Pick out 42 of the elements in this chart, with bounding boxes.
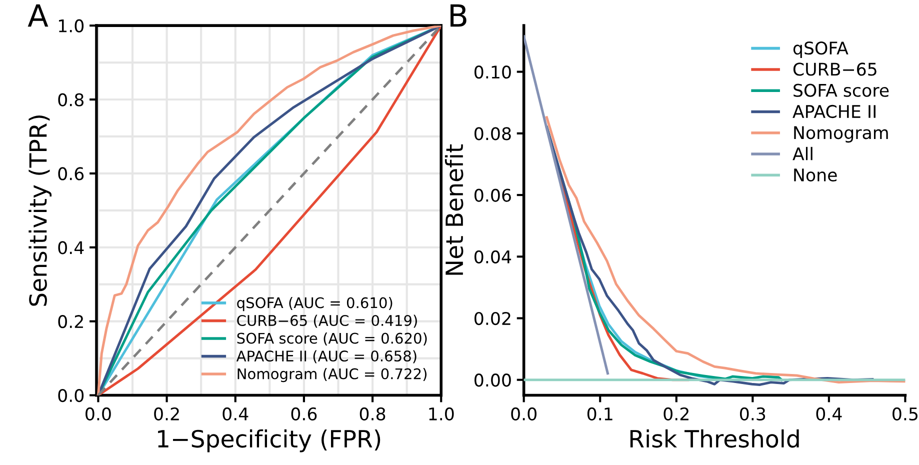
y-axis-title: Sensitivity (TPR) bbox=[28, 115, 52, 306]
legend-label: qSOFA (AUC = 0.610) bbox=[237, 296, 392, 312]
x-tick-label: 0.4 bbox=[222, 407, 248, 420]
legend-label: Nomogram (AUC = 0.722) bbox=[238, 368, 427, 382]
y-tick-label: 0.8 bbox=[58, 93, 84, 106]
legend-label: Nomogram bbox=[794, 126, 888, 143]
x-axis-title: Risk Threshold bbox=[630, 429, 799, 448]
y-tick-label: 0.6 bbox=[58, 167, 84, 180]
x-tick-label: 0.4 bbox=[816, 407, 842, 420]
text: A bbox=[28, 4, 48, 27]
x-tick-label: 0.2 bbox=[664, 407, 688, 420]
x-tick-label: 0.6 bbox=[291, 407, 317, 420]
y-tick-label: 0.2 bbox=[58, 315, 83, 328]
y-tick-label: 0.00 bbox=[474, 374, 511, 387]
y-tick-label: 0.4 bbox=[58, 241, 84, 254]
x-tick-label: 0.8 bbox=[360, 407, 386, 420]
legend-label: CURB−65 (AUC = 0.419) bbox=[237, 314, 417, 328]
y-axis-title: Net Benefit bbox=[444, 144, 464, 275]
legend-label: None bbox=[794, 168, 837, 182]
x-tick-label: 0.2 bbox=[154, 407, 179, 420]
x-tick-label: 1.0 bbox=[429, 407, 454, 420]
legend-label: CURB−65 bbox=[793, 62, 876, 76]
legend-label: SOFA score bbox=[794, 84, 889, 97]
y-tick-label: 0.04 bbox=[474, 250, 512, 264]
legend-label: All bbox=[792, 146, 812, 160]
legend-label: qSOFA bbox=[793, 42, 848, 58]
y-tick-label: 1.0 bbox=[58, 19, 84, 32]
legend-label: SOFA score (AUC = 0.620) bbox=[237, 332, 427, 346]
y-tick-label: 0.06 bbox=[474, 188, 511, 202]
y-tick-label: 0.10 bbox=[474, 65, 511, 79]
y-tick-label: 0.02 bbox=[474, 312, 510, 326]
x-tick-label: 0.0 bbox=[86, 407, 111, 420]
y-tick-label: 0.08 bbox=[474, 127, 511, 140]
y-tick-label: 0.0 bbox=[58, 388, 84, 402]
legend-label: APACHE II (AUC = 0.658) bbox=[236, 350, 416, 364]
x-tick-label: 0.1 bbox=[587, 407, 612, 420]
x-tick-label: 0.3 bbox=[740, 407, 766, 420]
legend-label: APACHE II bbox=[792, 104, 876, 118]
x-tick-label: 0.5 bbox=[892, 407, 918, 420]
x-tick-label: 0.0 bbox=[511, 407, 536, 420]
text: B bbox=[450, 4, 466, 27]
x-axis-title: 1−Specificity (FPR) bbox=[158, 429, 380, 452]
